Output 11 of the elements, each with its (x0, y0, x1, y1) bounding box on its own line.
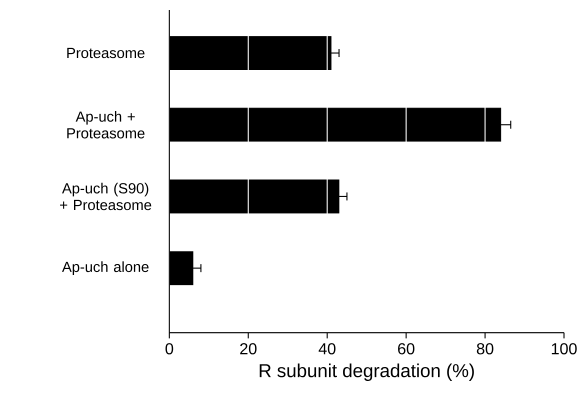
x-tick-label: 60 (398, 343, 414, 354)
x-tick-label: 80 (476, 343, 494, 354)
x-tick-label: 20 (240, 343, 257, 354)
x-tick-label: 0 (166, 343, 174, 354)
y-tick-label: Proteasome (67, 48, 144, 58)
y-tick-label: Ap-uch alone (62, 261, 149, 275)
y-tick-label: Ap-uch + Proteasome (67, 111, 144, 138)
x-axis-title: R subunit degradation (%) (260, 364, 474, 381)
x-tick-label: 100 (552, 343, 577, 354)
y-tick-label: Ap-uch (S90) + Proteasome (60, 182, 152, 210)
x-tick-label: 40 (318, 343, 336, 354)
